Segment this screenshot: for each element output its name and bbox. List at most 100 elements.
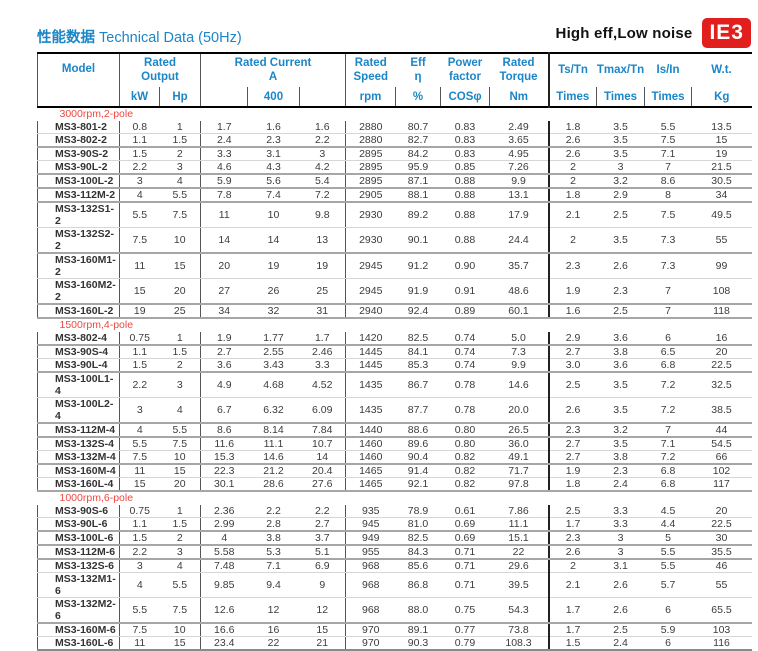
model-cell: MS3-100L-2 xyxy=(37,174,120,189)
value-cell: 7.2 xyxy=(644,450,692,465)
col-header-rated-speed: Rated Speed xyxy=(353,56,389,83)
value-cell: 6 xyxy=(644,597,692,624)
value-cell: 20.4 xyxy=(299,464,347,478)
value-cell: 4.3 xyxy=(247,160,300,175)
value-cell: 2.46 xyxy=(299,345,347,359)
value-cell: 5.7 xyxy=(644,572,692,598)
model-cell: MS3-132S2-2 xyxy=(37,227,120,254)
value-cell: 32 xyxy=(247,304,300,319)
table-row: MS3-132S1-2 5.5 7.5 11 10 9.8 2930 89.2 0.88 17.9… xyxy=(37,202,752,228)
table-row: MS3-100L2-4 3 4 6.7 6.32 6.09 1435 87.7 0.78 20.0… xyxy=(37,397,752,424)
value-cell: 1.6 xyxy=(299,121,347,134)
header-row-units: kW Hp 400 rpm % COSφ Nm Times Times Time… xyxy=(38,87,752,107)
value-cell: 2 xyxy=(159,531,201,546)
value-cell: 1.5 xyxy=(548,636,597,651)
value-cell: 4.9 xyxy=(200,372,248,398)
value-cell: 1 xyxy=(159,121,201,134)
value-cell: 5.5 xyxy=(159,423,201,438)
value-cell: 7 xyxy=(644,278,692,305)
value-cell: 2.6 xyxy=(548,545,597,560)
value-cell: 3 xyxy=(596,531,645,546)
value-cell: 90.1 xyxy=(395,227,441,254)
value-cell: 15 xyxy=(159,636,201,651)
value-cell: 0.83 xyxy=(440,121,490,134)
value-cell: 1.8 xyxy=(548,477,597,492)
value-cell: 7.84 xyxy=(299,423,347,438)
value-cell: 1 xyxy=(159,332,201,346)
value-cell: 0.71 xyxy=(440,545,490,560)
value-cell: 1.5 xyxy=(119,358,160,373)
value-cell: 935 xyxy=(345,505,396,518)
value-cell: 2.3 xyxy=(596,278,645,305)
value-cell: 2945 xyxy=(345,278,396,305)
value-cell: 21 xyxy=(299,636,347,651)
model-cell: MS3-112M-2 xyxy=(37,188,120,203)
value-cell: 1465 xyxy=(345,477,396,492)
value-cell: 36.0 xyxy=(489,437,550,451)
value-cell: 3 xyxy=(159,372,201,398)
section-label: 1500rpm,4-pole xyxy=(59,319,134,331)
value-cell: 1.5 xyxy=(159,517,201,532)
value-cell: 14.6 xyxy=(489,372,550,398)
value-cell: 2905 xyxy=(345,188,396,203)
value-cell: 55 xyxy=(691,227,752,254)
value-cell: 31 xyxy=(299,304,347,319)
value-cell: 2.6 xyxy=(596,572,645,598)
value-cell: 5.5 xyxy=(159,572,201,598)
model-cell: MS3-160L-4 xyxy=(37,477,120,492)
value-cell: 0.80 xyxy=(440,423,490,438)
value-cell: 945 xyxy=(345,517,396,532)
value-cell: 11 xyxy=(119,636,160,651)
model-cell: MS3-100L-6 xyxy=(37,531,120,546)
value-cell: 0.80 xyxy=(440,437,490,451)
value-cell: 24.4 xyxy=(489,227,550,254)
value-cell: 84.3 xyxy=(395,545,441,560)
value-cell: 5.3 xyxy=(247,545,300,560)
unit-times-ts: Times xyxy=(556,90,590,103)
value-cell: 9.4 xyxy=(247,572,300,598)
value-cell: 87.1 xyxy=(395,174,441,189)
model-cell: MS3-160M-4 xyxy=(37,464,120,478)
value-cell: 4 xyxy=(119,572,160,598)
table-header: Model Rated Output Rated Current A Rated… xyxy=(37,53,752,107)
value-cell: 968 xyxy=(345,559,396,573)
model-cell: MS3-160M1-2 xyxy=(37,253,120,279)
value-cell: 0.8 xyxy=(119,121,160,134)
table-row: MS3-90L-2 2.2 3 4.6 4.3 4.2 2895 95.9 0.85 7.26 2 3… xyxy=(37,160,752,175)
value-cell: 4 xyxy=(159,174,201,189)
value-cell: 1.77 xyxy=(247,332,300,346)
value-cell: 14 xyxy=(299,450,347,465)
value-cell: 1.7 xyxy=(548,623,597,637)
table-row: MS3-132S2-2 7.5 10 14 14 13 2930 90.1 0.88 24.4 2 3… xyxy=(37,227,752,254)
value-cell: 7.3 xyxy=(644,253,692,279)
value-cell: 3.0 xyxy=(548,358,597,373)
value-cell: 13.5 xyxy=(691,121,752,134)
value-cell: 4.68 xyxy=(247,372,300,398)
value-cell: 1440 xyxy=(345,423,396,438)
value-cell: 15.3 xyxy=(200,450,248,465)
value-cell: 3.8 xyxy=(596,450,645,465)
model-cell: MS3-160L-6 xyxy=(37,636,120,651)
value-cell: 5.0 xyxy=(489,332,550,346)
value-cell: 6.8 xyxy=(644,464,692,478)
ie3-efficiency-badge: IE3 xyxy=(702,18,751,48)
value-cell: 1.8 xyxy=(548,121,597,134)
value-cell: 0.88 xyxy=(440,174,490,189)
value-cell: 2.8 xyxy=(247,517,300,532)
value-cell: 2.36 xyxy=(200,505,248,518)
value-cell: 6.09 xyxy=(299,397,347,424)
value-cell: 8.6 xyxy=(200,423,248,438)
value-cell: 25 xyxy=(299,278,347,305)
value-cell: 2.99 xyxy=(200,517,248,532)
model-cell: MS3-90L-6 xyxy=(37,517,120,532)
value-cell: 49.5 xyxy=(691,202,752,228)
table-row: MS3-160L-4 15 20 30.1 28.6 27.6 1465 92.1 0.82 97… xyxy=(37,477,752,492)
value-cell: 2.1 xyxy=(548,572,597,598)
value-cell: 1.5 xyxy=(119,147,160,161)
value-cell: 2.5 xyxy=(548,505,597,518)
value-cell: 1.9 xyxy=(200,332,248,346)
value-cell: 0.82 xyxy=(440,450,490,465)
page-title-chinese: 性能数据 xyxy=(37,30,95,46)
value-cell: 97.8 xyxy=(489,477,550,492)
model-cell: MS3-160M2-2 xyxy=(37,278,120,305)
